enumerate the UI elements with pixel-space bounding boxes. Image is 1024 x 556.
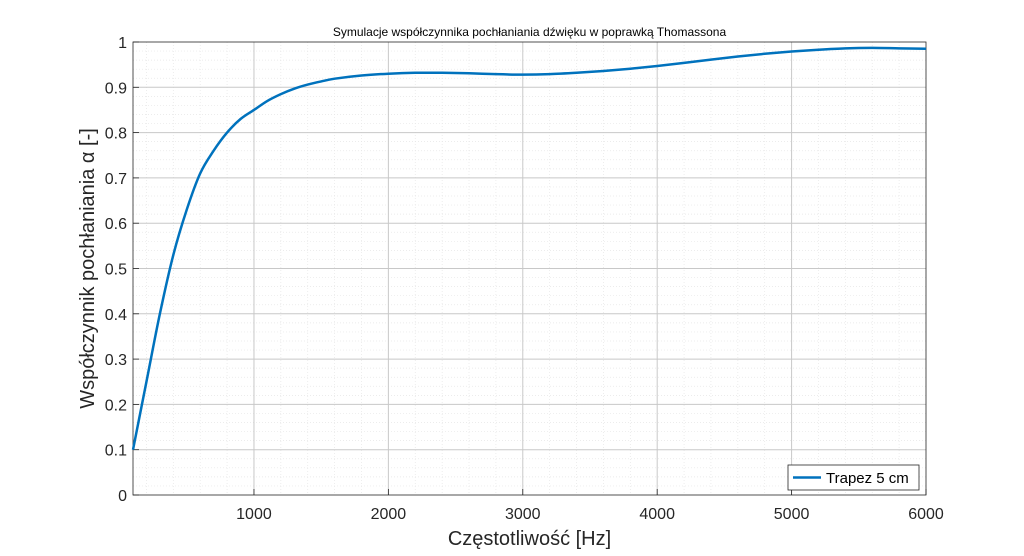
x-tick-label: 3000 bbox=[505, 506, 541, 523]
y-tick-label: 0.5 bbox=[105, 262, 127, 279]
y-tick-label: 0.4 bbox=[105, 307, 127, 324]
y-tick-label: 0.2 bbox=[105, 397, 127, 414]
legend-label: Trapez 5 cm bbox=[826, 470, 909, 487]
y-axis-ticks: 0 0.1 0.2 0.3 0.4 0.5 0.6 0.7 0.8 0.9 1 bbox=[105, 35, 139, 505]
legend: Trapez 5 cm bbox=[787, 464, 920, 491]
y-tick-label: 0.9 bbox=[105, 80, 127, 97]
y-tick-label: 0.3 bbox=[105, 352, 127, 369]
y-axis-label: Współczynnik pochłaniania α [-] bbox=[77, 128, 99, 409]
x-tick-label: 4000 bbox=[639, 506, 675, 523]
minor-grid bbox=[133, 42, 926, 495]
y-tick-label: 0 bbox=[118, 488, 127, 505]
chart-title: Symulacje współczynnika pochłaniania dźw… bbox=[333, 25, 727, 39]
y-tick-label: 0.7 bbox=[105, 171, 127, 188]
x-tick-label: 1000 bbox=[236, 506, 272, 523]
y-tick-label: 1 bbox=[118, 35, 127, 52]
major-grid bbox=[133, 42, 926, 495]
y-tick-label: 0.1 bbox=[105, 443, 127, 460]
x-tick-label: 5000 bbox=[774, 506, 810, 523]
x-tick-label: 2000 bbox=[371, 506, 407, 523]
x-axis-label: Częstotliwość [Hz] bbox=[448, 528, 611, 550]
series-line-trapez-5cm bbox=[131, 46, 927, 450]
x-tick-label: 6000 bbox=[908, 506, 944, 523]
y-tick-label: 0.6 bbox=[105, 216, 127, 233]
x-axis-ticks: 1000 2000 3000 4000 5000 6000 bbox=[236, 489, 944, 523]
y-tick-label: 0.8 bbox=[105, 126, 127, 143]
